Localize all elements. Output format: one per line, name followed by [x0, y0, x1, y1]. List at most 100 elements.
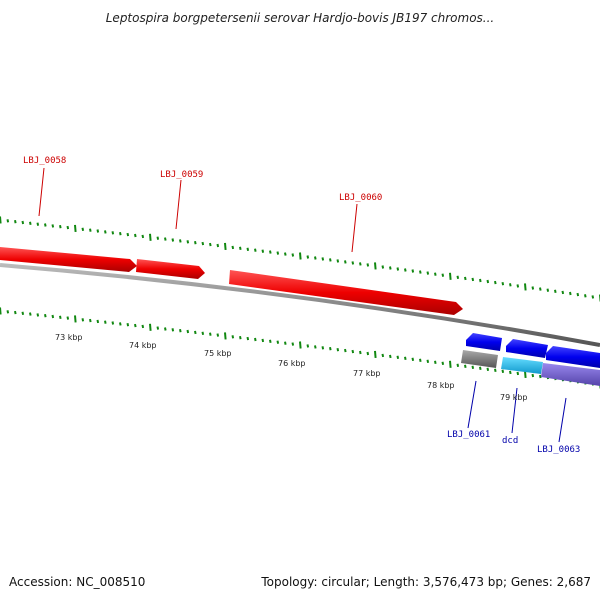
minor-tick [509, 283, 512, 287]
gene-arrow-LBJ_0063[interactable] [546, 346, 600, 368]
minor-tick [396, 355, 400, 359]
minor-tick [306, 255, 310, 259]
major-tick [0, 307, 2, 315]
gene-arrow-LBJ_0060[interactable] [229, 270, 463, 315]
minor-tick [44, 223, 47, 227]
reverse-tick-row [0, 307, 600, 389]
minor-tick [344, 348, 347, 353]
minor-tick [239, 246, 242, 250]
minor-tick [441, 361, 445, 365]
minor-tick [171, 328, 175, 332]
minor-tick [471, 365, 475, 369]
major-tick [524, 283, 527, 291]
minor-tick [246, 247, 250, 251]
major-tick [224, 332, 227, 340]
accession-text: Accession: NC_008510 [9, 575, 145, 589]
minor-tick [426, 359, 430, 363]
major-tick [374, 262, 377, 270]
minor-tick [81, 227, 85, 231]
minor-tick [569, 291, 572, 296]
minor-tick [419, 270, 422, 274]
gene-label-dcd[interactable]: dcd [502, 436, 518, 446]
major-tick [374, 350, 377, 358]
minor-tick [246, 336, 250, 341]
minor-tick [186, 329, 190, 334]
minor-tick [231, 245, 235, 250]
gene-arrow-dcd[interactable] [506, 339, 548, 358]
leader-dcd [511, 387, 518, 434]
minor-tick [321, 346, 325, 350]
feature-purple[interactable] [541, 363, 600, 386]
minor-tick [411, 357, 415, 361]
minor-tick [66, 316, 70, 320]
minor-tick [464, 276, 467, 281]
minor-tick [51, 314, 55, 319]
minor-tick [419, 358, 422, 362]
minor-tick [389, 354, 392, 359]
minor-tick [591, 295, 595, 299]
minor-tick [494, 280, 497, 285]
minor-tick [314, 256, 317, 260]
feature-cyan[interactable] [501, 357, 543, 374]
minor-tick [539, 287, 542, 291]
minor-tick [89, 318, 92, 323]
minor-tick [396, 267, 400, 271]
minor-tick [516, 284, 520, 288]
minor-tick [201, 331, 205, 335]
feature-gray[interactable] [461, 350, 498, 368]
gene-label-LBJ_0061[interactable]: LBJ_0061 [447, 430, 490, 440]
minor-tick [291, 342, 295, 346]
minor-tick [59, 315, 62, 319]
minor-tick [59, 225, 62, 229]
minor-tick [21, 220, 25, 225]
minor-tick [291, 253, 295, 257]
minor-tick [276, 340, 280, 344]
minor-tick [14, 310, 17, 315]
minor-tick [366, 263, 370, 267]
minor-tick [479, 278, 482, 283]
minor-tick [359, 262, 362, 266]
minor-tick [141, 234, 145, 239]
minor-tick [201, 241, 205, 246]
minor-tick [584, 294, 587, 298]
scale-label: 79 kbp [500, 393, 528, 402]
leader-LBJ_0059 [175, 179, 182, 230]
minor-tick [141, 324, 145, 329]
minor-tick [186, 240, 190, 244]
minor-tick [111, 321, 115, 325]
chromosome-backbone [0, 263, 600, 347]
minor-tick [119, 322, 122, 326]
minor-tick [96, 319, 100, 324]
leader-LBJ_0063 [558, 397, 567, 443]
minor-tick [381, 353, 385, 358]
minor-tick [231, 335, 235, 339]
gene-label-LBJ_0059[interactable]: LBJ_0059 [160, 170, 203, 180]
gene-arrow-LBJ_0059[interactable] [136, 259, 205, 279]
map-title: Leptospira borgpetersenii serovar Hardjo… [106, 11, 495, 25]
minor-tick [194, 241, 197, 245]
minor-tick [486, 279, 490, 284]
gene-arrow-LBJ_0061[interactable] [466, 333, 502, 351]
gene-label-LBJ_0058[interactable]: LBJ_0058 [23, 156, 66, 166]
minor-tick [36, 313, 40, 317]
leader-LBJ_0058 [38, 167, 45, 217]
minor-tick [276, 251, 280, 255]
minor-tick [164, 327, 167, 331]
minor-tick [66, 225, 70, 230]
minor-tick [501, 282, 505, 286]
gene-arrow-LBJ_0058[interactable] [0, 247, 137, 272]
leader-LBJ_0061 [467, 380, 477, 429]
gene-label-LBJ_0060[interactable]: LBJ_0060 [339, 193, 382, 203]
gene-label-LBJ_0063[interactable]: LBJ_0063 [537, 445, 580, 455]
minor-tick [14, 220, 17, 224]
minor-tick [531, 286, 535, 290]
minor-tick [434, 272, 437, 276]
minor-tick [134, 323, 137, 328]
minor-tick [51, 224, 55, 228]
minor-tick [426, 271, 430, 275]
minor-tick [546, 288, 550, 292]
minor-tick [411, 269, 415, 273]
minor-tick [284, 341, 287, 345]
forward-tick-row [0, 216, 600, 302]
